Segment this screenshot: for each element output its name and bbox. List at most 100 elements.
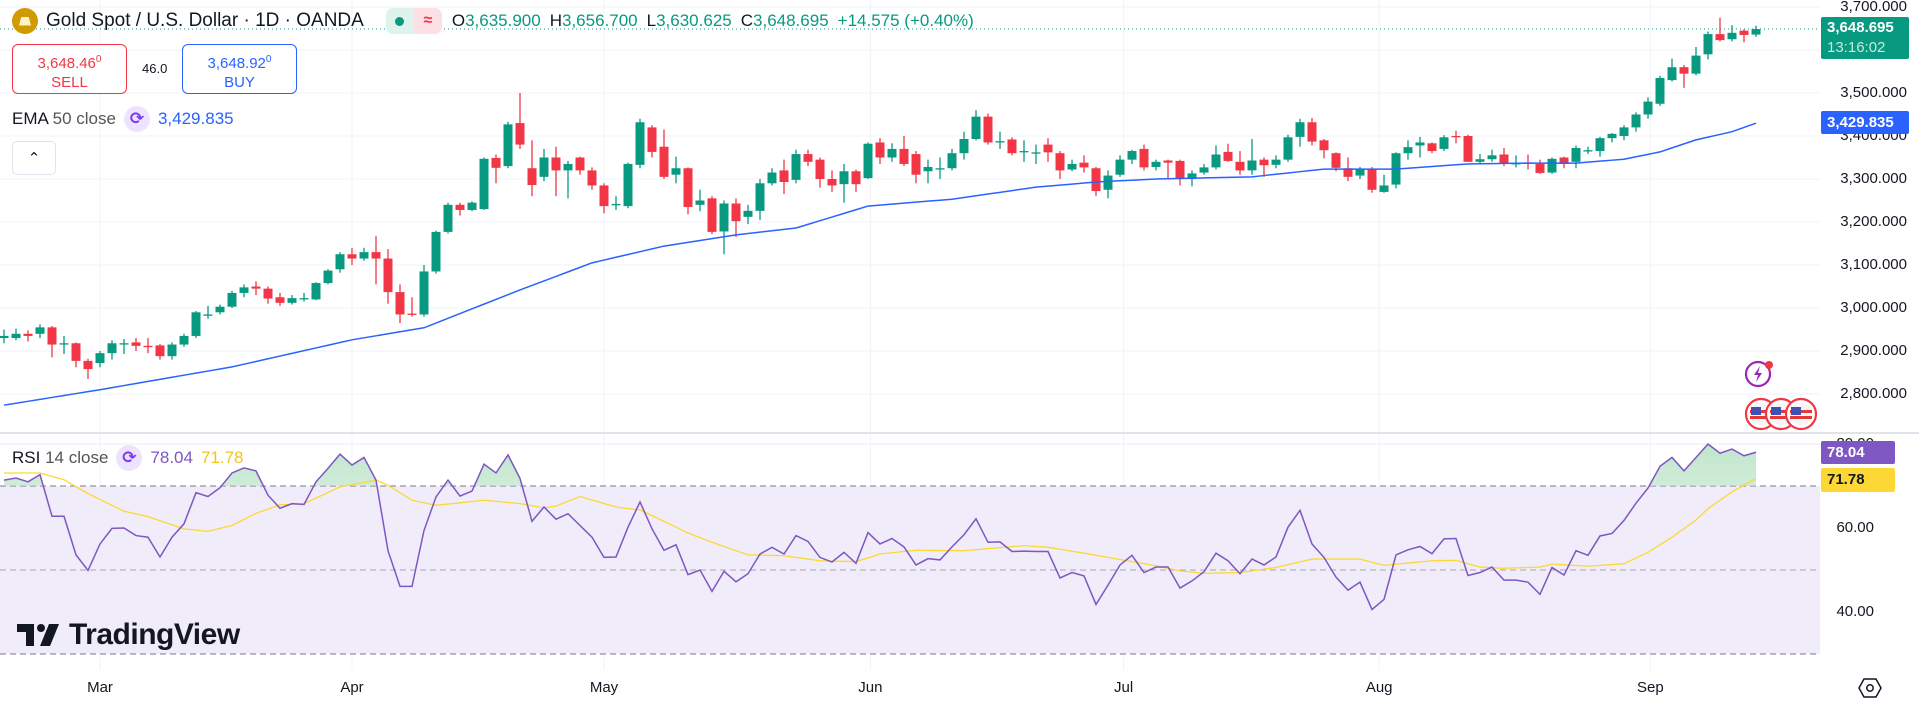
candle-body	[1403, 147, 1413, 154]
candle-body	[575, 157, 585, 171]
candle-body	[119, 343, 129, 345]
candle-down	[1163, 159, 1173, 179]
candle-body	[803, 154, 813, 162]
candle-body	[635, 122, 645, 165]
candle-body	[515, 123, 525, 145]
collapse-legend-button[interactable]: ⌃	[12, 141, 56, 175]
ema-legend[interactable]: EMA 50 close ⟳ 3,429.835	[12, 106, 234, 132]
candle-body	[1103, 175, 1113, 190]
last-price-label: 3,648.695 13:16:02	[1821, 17, 1909, 59]
candle-up	[35, 324, 45, 339]
candle-body	[623, 163, 633, 207]
candle-body	[647, 127, 657, 152]
symbol-title[interactable]: Gold Spot / U.S. Dollar · 1D · OANDA	[46, 10, 364, 31]
candle-body	[1631, 114, 1641, 128]
market-open-icon[interactable]	[385, 8, 414, 34]
candle-body	[1223, 151, 1233, 161]
buy-button[interactable]: 3,648.920 BUY	[182, 44, 297, 94]
candle-up	[107, 340, 117, 360]
candle-up	[503, 121, 513, 169]
tradingview-logo[interactable]: TradingView	[17, 618, 240, 652]
candle-body	[1655, 77, 1665, 104]
loading-cycle-icon[interactable]: ⟳	[123, 106, 150, 132]
candle-body	[431, 231, 441, 272]
rsi-axis-label: 60.00	[1836, 519, 1874, 536]
candle-up	[431, 230, 441, 274]
loading-cycle-icon[interactable]: ⟳	[116, 445, 143, 471]
candle-down	[1139, 144, 1149, 171]
candle-down	[1331, 152, 1341, 172]
candle-body	[191, 312, 201, 336]
candle-down	[587, 167, 597, 190]
candle-body	[1619, 127, 1629, 136]
candle-down	[1043, 138, 1053, 162]
candle-up	[839, 163, 849, 203]
candle-body	[383, 258, 393, 293]
candle-down	[407, 297, 417, 317]
candle-up	[611, 196, 621, 210]
lightning-event-icon[interactable]	[1744, 357, 1776, 389]
candle-body	[1583, 150, 1593, 152]
hexagon-settings-icon[interactable]	[1858, 677, 1882, 699]
candle-body	[863, 143, 873, 179]
candle-body	[1751, 29, 1761, 35]
candle-body	[155, 345, 165, 357]
candle-up	[1391, 152, 1401, 189]
time-axis-label: Jun	[858, 679, 883, 696]
candle-body	[359, 252, 369, 259]
candle-body	[1499, 154, 1509, 164]
rsi-axis-label: 40.00	[1836, 603, 1874, 620]
delayed-data-icon[interactable]: ≈	[413, 8, 442, 34]
candle-body	[1439, 137, 1449, 149]
candle-body	[1319, 140, 1329, 151]
us-flag-icon[interactable]	[1784, 397, 1818, 431]
price-axis-label: 3,700.000	[1840, 0, 1907, 15]
candle-body	[1079, 162, 1089, 168]
price-axis-label: 3,500.000	[1840, 84, 1907, 101]
candle-body	[1127, 151, 1137, 160]
sell-button[interactable]: 3,648.460 SELL	[12, 44, 127, 94]
candle-up	[1019, 140, 1029, 162]
candle-body	[707, 198, 717, 232]
candle-up	[755, 179, 765, 220]
candle-body	[527, 168, 537, 186]
market-status[interactable]: ≈	[385, 8, 442, 34]
candle-body	[167, 344, 177, 357]
candle-body	[587, 170, 597, 186]
candle-down	[1223, 143, 1233, 162]
candles	[0, 17, 1761, 379]
candle-up	[227, 290, 237, 308]
candle-up	[1643, 97, 1653, 119]
candle-body	[743, 210, 753, 217]
ema-50-line	[3, 122, 1757, 406]
candle-up	[863, 142, 873, 179]
candle-up	[1247, 139, 1257, 175]
candle-body	[335, 254, 345, 270]
price-axis-label: 3,300.000	[1840, 170, 1907, 187]
candle-body	[455, 204, 465, 210]
rsi-ma-value: 71.78	[200, 448, 244, 467]
candle-down	[23, 330, 33, 342]
pane-separator[interactable]	[0, 432, 1919, 434]
candle-up	[335, 252, 345, 273]
candle-body	[1019, 151, 1029, 153]
rsi-legend[interactable]: RSI 14 close ⟳ 78.04 71.78	[12, 445, 244, 471]
candle-body	[1643, 101, 1653, 115]
candle-body	[1427, 143, 1437, 152]
candle-down	[899, 136, 909, 167]
candle-up	[1487, 149, 1497, 162]
candle-body	[95, 353, 105, 364]
candle-up	[1751, 25, 1761, 37]
rsi-ma-value-label: 71.78	[1821, 468, 1895, 492]
candle-body	[443, 204, 453, 232]
candle-down	[527, 140, 537, 197]
candle-body	[83, 360, 93, 370]
candle-body	[911, 154, 921, 175]
candle-body	[1739, 30, 1749, 35]
candle-body	[71, 343, 81, 361]
price-axis-label: 3,100.000	[1840, 256, 1907, 273]
candle-up	[203, 305, 213, 319]
candle-body	[1487, 155, 1497, 160]
candle-body	[611, 203, 621, 206]
